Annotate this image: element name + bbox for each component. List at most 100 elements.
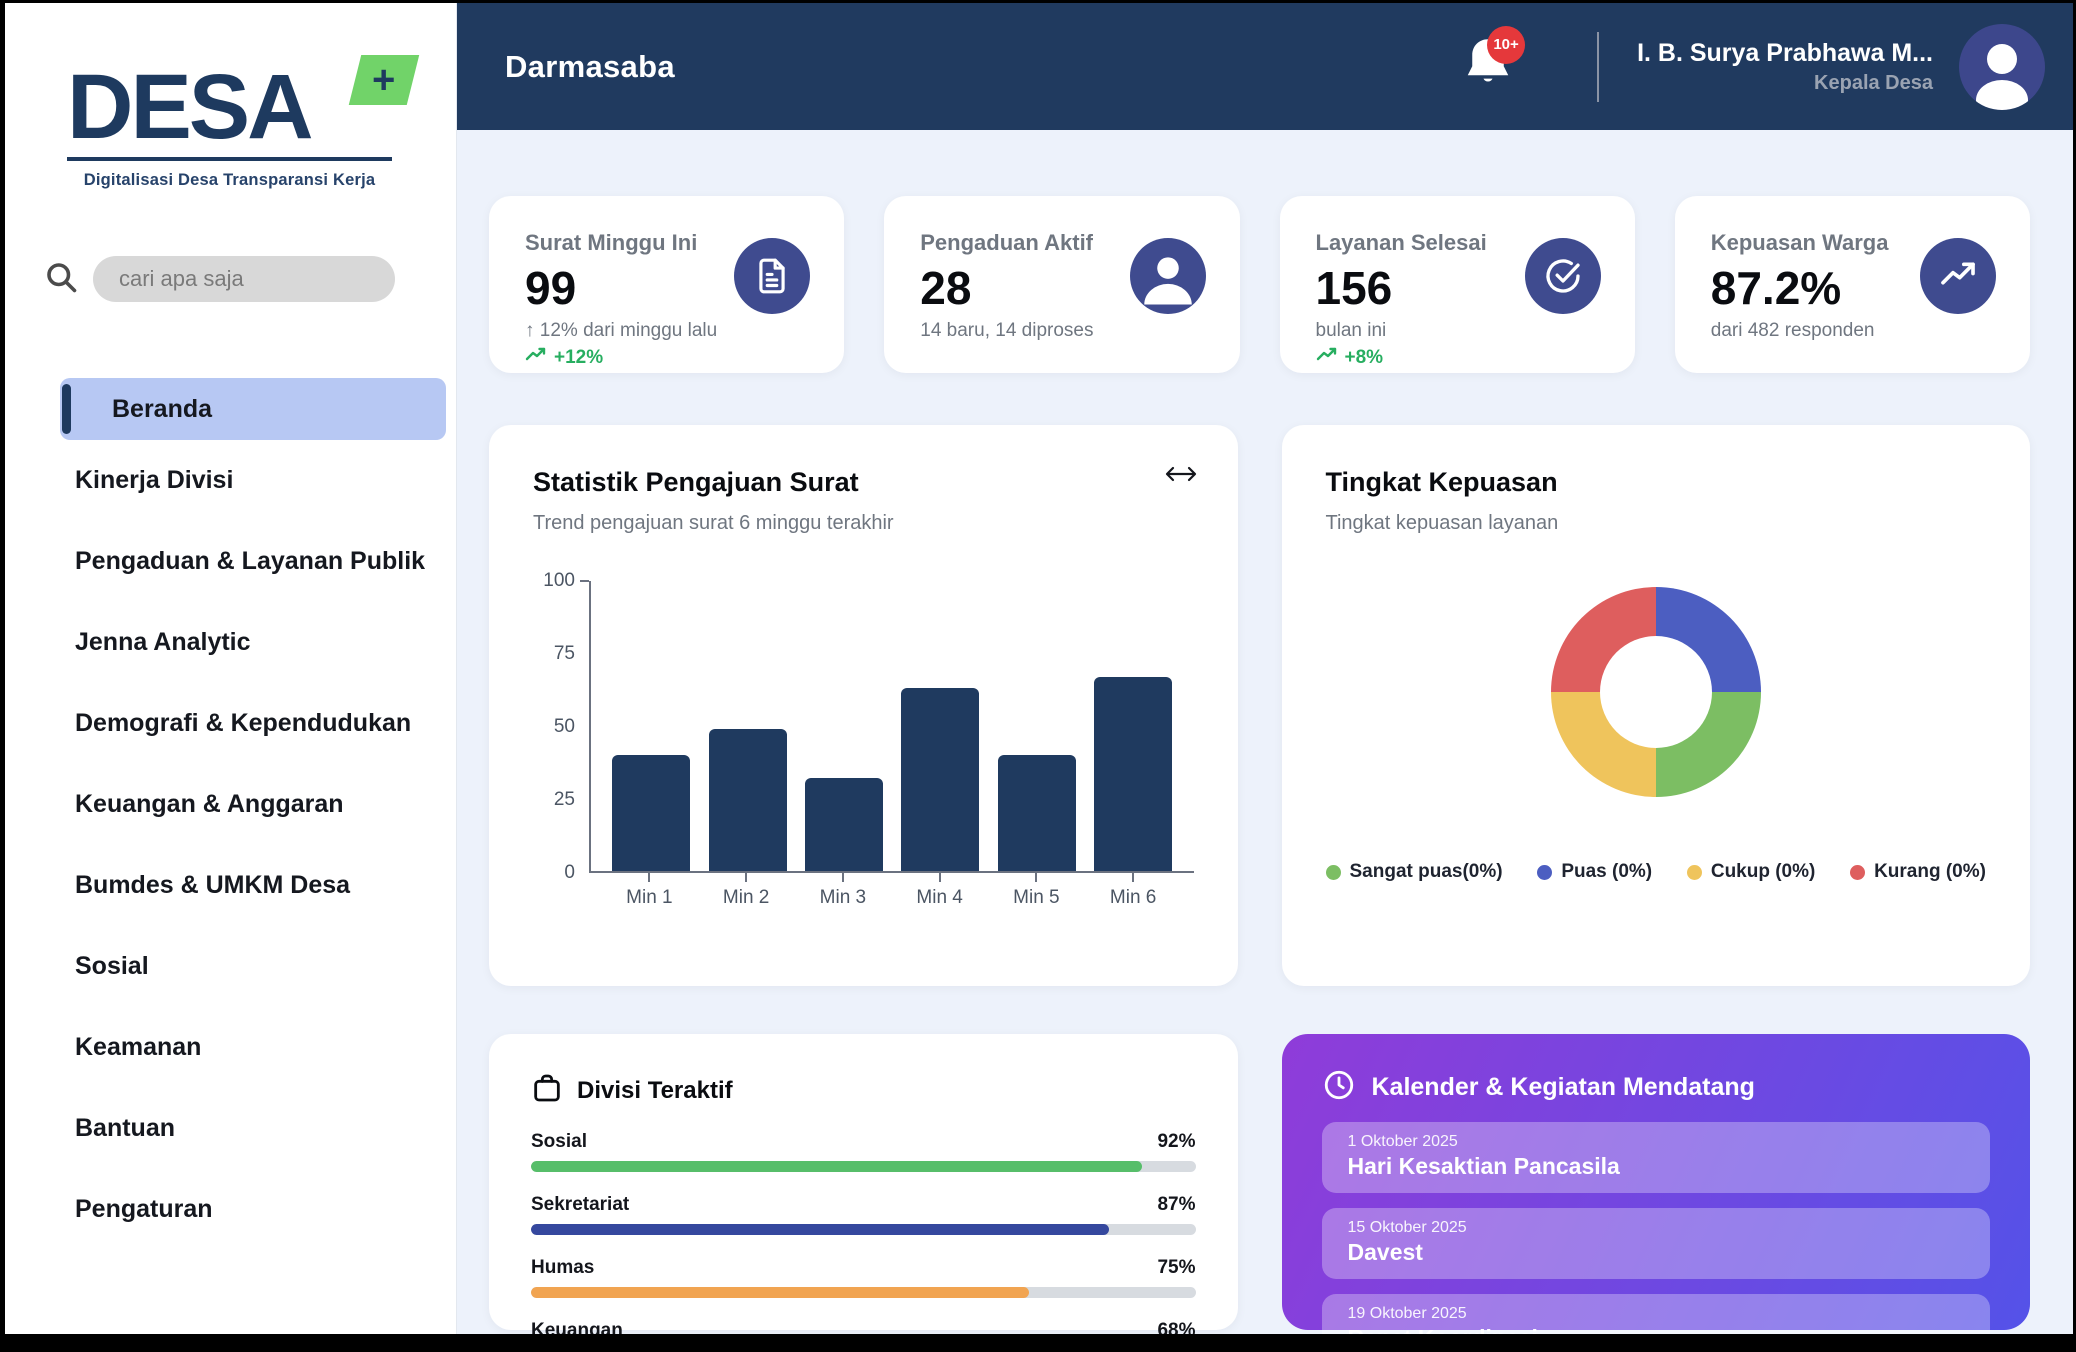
user-name: I. B. Surya Prabhawa M... [1637,38,1933,67]
satisfaction-legend: Sangat puas(0%) Puas (0%) Cukup (0%) Kur… [1325,861,1987,883]
stat-trend: +8% [1316,347,1599,369]
logo-plus-badge: + [348,55,420,105]
bar-min-1 [612,755,691,871]
y-axis: 100 75 50 25 0 [533,570,589,883]
search-row [43,256,456,302]
progress-bar-sekretariat [531,1224,1110,1235]
app: DESA + Digitalisasi Desa Transparansi Ke… [5,3,2073,1334]
stat-title: Pengaduan Aktif [920,230,1094,255]
stat-value: 99 [525,262,577,314]
briefcase-icon [531,1072,563,1109]
sidebar-item-sosial[interactable]: Sosial [75,952,149,980]
calendar-header: Kalender & Kegiatan Mendatang [1322,1068,1991,1107]
bar-chart-subtitle: Trend pengajuan surat 6 minggu terakhir [533,512,894,534]
legend-item: Kurang (0%) [1850,861,1986,883]
page-title: Darmasaba [505,48,675,84]
stat-trend: +12% [525,347,808,369]
legend-item: Cukup (0%) [1686,861,1815,883]
charts-row: Statistik Pengajuan Surat Trend pengajua… [489,425,2030,986]
stat-subtext: dari 482 responden [1710,320,1875,342]
divisions-header: Divisi Teraktif [531,1072,1196,1109]
main: Darmasaba 10+ I. B. Surya Prabhawa M... … [457,3,2073,1334]
notification-button[interactable]: 10+ [1461,25,1526,100]
sidebar-item-jenna-analytic[interactable]: Jenna Analytic [75,628,251,656]
bar-chart-title: Statistik Pengajuan Surat [533,467,859,497]
avatar[interactable] [1959,23,2045,110]
sidebar: DESA + Digitalisasi Desa Transparansi Ke… [5,3,457,1334]
topbar-right: 10+ I. B. Surya Prabhawa M... Kepala Des… [1461,23,2045,110]
bar-min-5 [997,755,1076,871]
stat-title: Layanan Selesai [1315,230,1487,255]
bell-icon [1461,38,1515,98]
content: Surat Minggu Ini 99 ↑ 12% dari minggu la… [457,130,2073,1334]
sidebar-item-pengaturan[interactable]: Pengaturan [75,1195,213,1223]
x-axis-labels: Min 1 Min 2 Min 3 Min 4 Min 5 Min 6 [589,873,1194,909]
search-icon [43,259,79,300]
avatar-person-icon [1987,43,2017,74]
sidebar-menu: Beranda Kinerja Divisi Pengaduan & Layan… [5,378,456,1250]
sidebar-item-kinerja-divisi[interactable]: Kinerja Divisi [75,466,234,494]
calendar-event[interactable]: 19 Oktober 2025 Rapat Koordinasi [1321,1294,1990,1334]
topbar-divider [1597,31,1600,102]
calendar-event[interactable]: 1 Oktober 2025 Hari Kesaktian Pancasila [1321,1122,1990,1193]
mini-trend-icon [1316,347,1338,369]
user-role: Kepala Desa [1814,71,1933,94]
stat-subtext: 14 baru, 14 diproses [920,320,1094,342]
division-row-sosial: Sosial 92% [531,1131,1196,1172]
logo-underline [67,157,392,161]
resize-horizontal-icon[interactable] [1164,461,1198,492]
divisions-title: Divisi Teraktif [577,1076,733,1104]
bottom-row: Divisi Teraktif Sosial 92% Sekretariat 87%… [489,1034,2030,1334]
satisfaction-subtitle: Tingkat kepuasan layanan [1325,512,1559,534]
satisfaction-donut [1550,587,1761,797]
topbar: Darmasaba 10+ I. B. Surya Prabhawa M... … [457,3,2073,130]
sidebar-item-demografi-kependudukan[interactable]: Demografi & Kependudukan [75,709,412,737]
sidebar-item-bumdes-umkm-desa[interactable]: Bumdes & UMKM Desa [75,871,351,899]
progress-bar-humas [531,1287,1030,1298]
bar-min-3 [805,778,884,871]
stat-card-surat-minggu-ini: Surat Minggu Ini 99 ↑ 12% dari minggu la… [489,196,845,373]
sidebar-item-pengaduan-layanan-publik[interactable]: Pengaduan & Layanan Publik [75,547,426,575]
bar-min-2 [708,728,787,871]
sidebar-item-beranda[interactable]: Beranda [60,378,446,440]
bar-chart: 100 75 50 25 0 [533,570,1194,883]
stat-subtext: bulan ini [1315,320,1387,342]
bar-chart-panel: Statistik Pengajuan Surat Trend pengajua… [489,425,1238,986]
bar-min-6 [1094,676,1173,871]
legend-item: Puas (0%) [1537,861,1652,883]
satisfaction-panel: Tingkat Kepuasan Tingkat kepuasan layana… [1281,425,2030,986]
stat-value: 156 [1315,262,1393,314]
logo-tagline: Digitalisasi Desa Transparansi Kerja [83,171,376,189]
sidebar-item-keuangan-anggaran[interactable]: Keuangan & Anggaran [75,790,344,818]
bar-plot [589,581,1194,873]
person-icon [1129,238,1206,314]
notification-badge: 10+ [1487,25,1526,64]
stat-subtext: ↑ 12% dari minggu lalu [525,320,718,342]
stat-card-pengaduan-aktif: Pengaduan Aktif 28 14 baru, 14 diproses [884,196,1240,373]
mini-trend-icon [525,347,547,369]
calendar-event[interactable]: 15 Oktober 2025 Davest [1321,1208,1990,1279]
divisions-card: Divisi Teraktif Sosial 92% Sekretariat 87%… [489,1034,1238,1334]
calendar-card: Kalender & Kegiatan Mendatang 1 Oktober … [1281,1034,2030,1334]
logo: DESA + Digitalisasi Desa Transparansi Ke… [67,55,420,190]
stats-row: Surat Minggu Ini 99 ↑ 12% dari minggu la… [489,196,2030,373]
stat-value: 87.2% [1710,262,1842,314]
legend-item: Sangat puas(0%) [1325,861,1503,883]
satisfaction-title: Tingkat Kepuasan [1325,467,1558,497]
search-input[interactable] [93,256,395,302]
sidebar-item-bantuan[interactable]: Bantuan [75,1114,175,1142]
stat-title: Surat Minggu Ini [525,230,698,255]
division-row-humas: Humas 75% [531,1257,1196,1298]
progress-bar-sosial [531,1161,1143,1172]
stat-title: Kepuasan Warga [1710,230,1889,255]
clock-icon [1322,1068,1356,1107]
stat-card-layanan-selesai: Layanan Selesai 156 bulan ini +8% [1279,196,1635,373]
bar-min-4 [901,688,980,871]
check-circle-icon [1524,238,1601,314]
sidebar-item-keamanan[interactable]: Keamanan [75,1033,202,1061]
user-block: I. B. Surya Prabhawa M... Kepala Desa [1637,39,1933,95]
calendar-title: Kalender & Kegiatan Mendatang [1371,1073,1755,1101]
division-row-keuangan: Keuangan 68% [531,1320,1196,1334]
division-row-sekretariat: Sekretariat 87% [531,1194,1196,1235]
